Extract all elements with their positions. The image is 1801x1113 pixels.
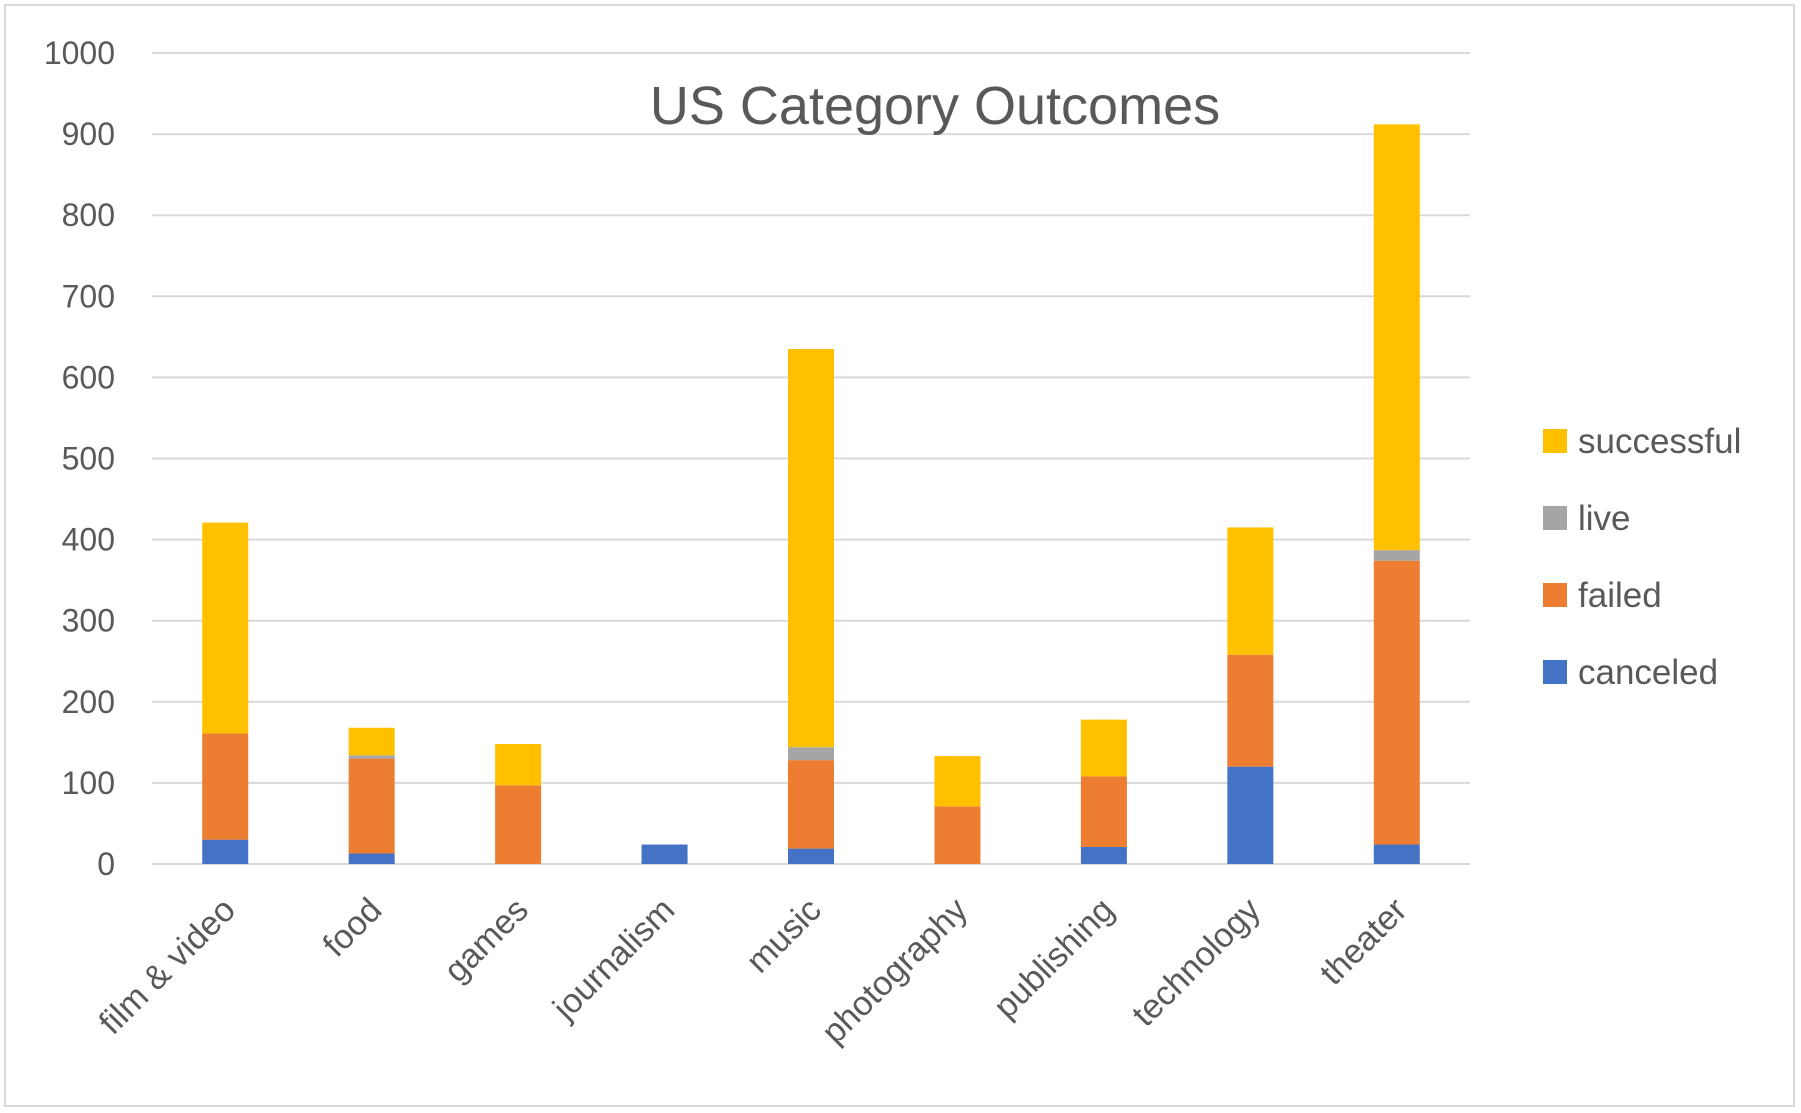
legend-label-canceled: canceled: [1578, 653, 1718, 692]
y-tick-label: 400: [62, 522, 115, 558]
bar-live: [1373, 550, 1420, 561]
bar-failed: [788, 760, 834, 849]
bar-failed: [1227, 654, 1274, 767]
bar-successful: [348, 727, 395, 756]
bar-successful: [788, 349, 834, 748]
bar-successful: [202, 522, 249, 734]
y-tick-label: 1000: [44, 35, 115, 71]
x-tick-label: music: [739, 891, 829, 981]
legend-label-failed: failed: [1578, 576, 1662, 615]
bar-failed: [495, 785, 542, 864]
x-tick-label: games: [437, 891, 536, 990]
x-tick-label: technology: [1125, 891, 1268, 1034]
legend-swatch-canceled: [1543, 660, 1567, 684]
legend-label-live: live: [1578, 499, 1631, 538]
x-tick-label: theater: [1313, 891, 1415, 993]
y-tick-label: 500: [62, 441, 115, 477]
y-tick-label: 900: [62, 116, 115, 152]
y-tick-label: 800: [62, 197, 115, 233]
bar-canceled: [1373, 844, 1420, 864]
bar-successful: [934, 756, 981, 807]
y-tick-label: 700: [62, 278, 115, 314]
bar-canceled: [202, 839, 249, 864]
chart-title: US Category Outcomes: [650, 76, 1220, 136]
legend-swatch-successful: [1543, 429, 1567, 453]
y-axis-ticks: 0 100 200 300 400 500 600 700 800 900 1000: [44, 35, 115, 882]
bar-successful: [1227, 527, 1274, 655]
x-tick-label: publishing: [986, 891, 1121, 1026]
bar-successful: [1373, 124, 1420, 551]
bar-failed: [348, 758, 395, 854]
bar-successful: [1080, 719, 1127, 777]
chart-frame: [4, 4, 1795, 1107]
x-axis-ticks: film & video food games journalism musicphot…: [92, 891, 1415, 1052]
legend-swatch-failed: [1543, 583, 1567, 607]
bars: [202, 124, 1420, 864]
legend: successful live failed canceled: [1543, 422, 1741, 692]
bar-failed: [1080, 776, 1127, 847]
bar-canceled: [1227, 766, 1274, 864]
y-tick-label: 200: [62, 684, 115, 720]
bar-failed: [202, 733, 249, 840]
x-tick-label: photography: [815, 891, 976, 1052]
y-tick-label: 0: [97, 846, 115, 882]
x-tick-label: film & video: [92, 891, 243, 1042]
x-tick-label: journalism: [545, 891, 682, 1028]
bar-failed: [1373, 560, 1420, 845]
bar-failed: [934, 806, 981, 864]
legend-label-successful: successful: [1578, 422, 1741, 461]
bar-canceled: [641, 844, 688, 864]
bar-canceled: [788, 848, 834, 864]
bar-successful: [495, 743, 542, 786]
bar-canceled: [348, 853, 395, 864]
y-tick-label: 100: [62, 765, 115, 801]
bar-live: [348, 755, 395, 759]
bar-live: [788, 747, 834, 761]
legend-swatch-live: [1543, 506, 1567, 530]
bar-canceled: [1080, 846, 1127, 864]
y-tick-label: 300: [62, 603, 115, 639]
x-tick-label: food: [316, 891, 390, 965]
y-tick-label: 600: [62, 359, 115, 395]
